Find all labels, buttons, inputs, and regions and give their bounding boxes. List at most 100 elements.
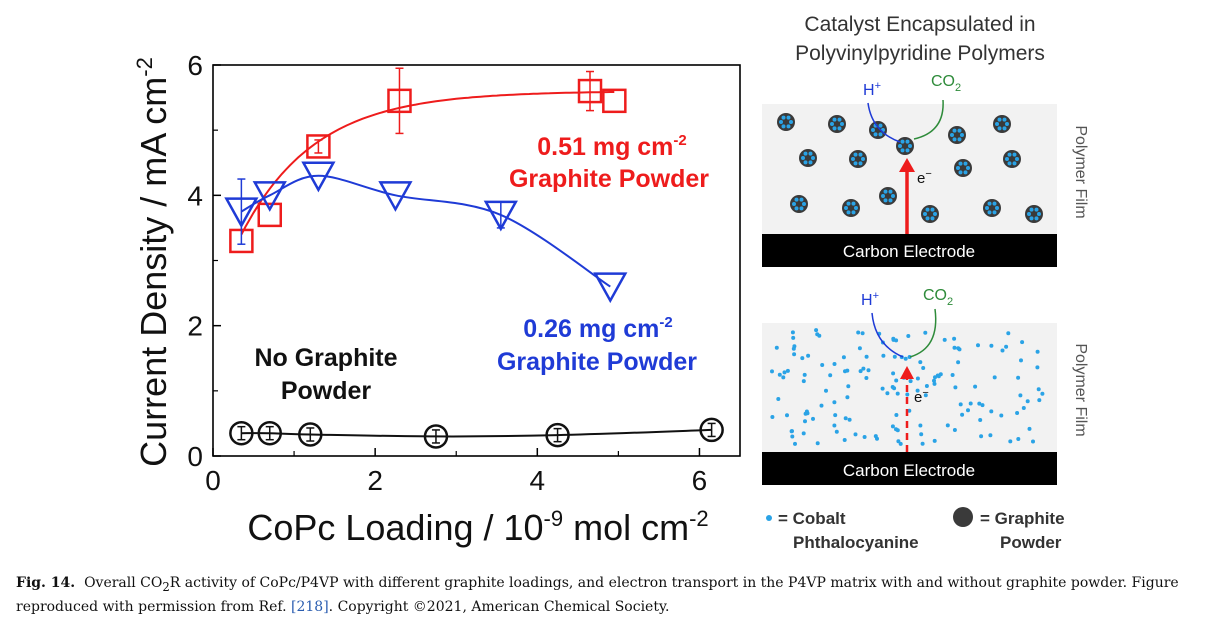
graphite-legend-line1: = Graphite: [980, 509, 1065, 528]
cobalt-dot: [1035, 349, 1040, 354]
current-density-chart: 0 2 4 6 0 2 4 6 Current Density / mA cm-2 CoPc …: [132, 50, 741, 548]
cobalt-dot: [843, 416, 848, 421]
cobalt-dot: [895, 391, 900, 396]
cobalt-dot: [858, 369, 863, 374]
graphite-particle: [983, 199, 1001, 217]
cobalt-dot: [841, 355, 846, 360]
cobalt-dot: [1015, 411, 1020, 415]
top-panel: H+ CO2 e− Carbon Electrode Polymer Film: [762, 73, 1089, 267]
cobalt-dot: [881, 353, 886, 358]
graphite-particle: [1025, 205, 1043, 223]
cobalt-dot: [885, 391, 890, 396]
cobalt-dot: [896, 439, 901, 444]
cobalt-dot: [832, 423, 837, 428]
y-tick-label: 0: [187, 441, 203, 472]
cobalt-dot: [938, 372, 943, 377]
graphite-legend-line2: Powder: [1000, 533, 1062, 552]
cobalt-dot: [864, 376, 869, 380]
bottom-cobalt-dots: [770, 328, 1045, 446]
graphite-particle: [1003, 150, 1021, 168]
cobalt-dot: [856, 330, 861, 335]
cobalt-dot: [814, 328, 819, 333]
cobalt-dot: [1016, 437, 1021, 441]
cobalt-dot: [958, 402, 963, 407]
cobalt-dot: [945, 423, 950, 428]
schematic-legend: = Cobalt Phthalocyanine = Graphite Powde…: [766, 507, 1065, 552]
cobalt-dot: [894, 378, 899, 383]
annotation-blue-line1: 0.26 mg cm-2: [523, 314, 673, 343]
cobalt-legend-line1: = Cobalt: [778, 509, 846, 528]
cobalt-dot: [815, 332, 820, 337]
cobalt-dot: [833, 413, 838, 418]
cobalt-dot: [923, 330, 928, 335]
data-point-series-2: [593, 272, 628, 304]
cobalt-dot: [1019, 358, 1023, 363]
caption-text-b: R activity of CoPc/P4VP with different g…: [16, 575, 1179, 615]
cobalt-dot: [811, 416, 815, 421]
cobalt-dot: [802, 372, 807, 377]
cobalt-dot: [942, 337, 947, 342]
cobalt-dot: [960, 412, 965, 417]
cobalt-dot: [1021, 406, 1026, 410]
cobalt-dot: [953, 385, 958, 390]
axis-ticks: 0 2 4 6 0 2 4 6: [187, 50, 707, 496]
cobalt-dot: [957, 347, 962, 352]
cobalt-dot: [919, 432, 924, 437]
graphite-particle: [790, 195, 808, 213]
cobalt-dot: [770, 369, 774, 374]
data-point-series-2: [301, 161, 336, 193]
top-h-plus-arrow: [867, 102, 901, 143]
cobalt-dot: [932, 378, 936, 383]
cobalt-dot: [952, 428, 957, 432]
cobalt-dot: [832, 400, 837, 405]
cobalt-dot: [800, 356, 805, 361]
cobalt-dot: [968, 401, 973, 406]
cobalt-dot: [860, 331, 865, 336]
cobalt-dot: [907, 355, 912, 359]
cobalt-dot: [777, 372, 782, 377]
cobalt-dot: [915, 376, 920, 381]
cobalt-dot: [989, 343, 994, 348]
cobalt-dot: [834, 429, 839, 434]
cobalt-dot: [1000, 348, 1005, 353]
cobalt-dot: [892, 354, 897, 359]
cobalt-dot: [785, 368, 790, 373]
cobalt-dot: [890, 424, 895, 429]
cobalt-dot: [992, 375, 997, 380]
top-electron-arrowhead: [899, 158, 915, 172]
data-point-series-2: [483, 200, 518, 232]
graphite-particle: [921, 205, 939, 223]
cobalt-dot: [1027, 426, 1032, 431]
cobalt-dot: [966, 408, 970, 413]
cobalt-dot: [1006, 331, 1011, 336]
cobalt-dot: [782, 370, 787, 375]
cobalt-dot: [832, 362, 837, 366]
graphite-particle: [896, 137, 914, 155]
bottom-h-plus-arrow: [871, 312, 904, 358]
data-point-series-3: [423, 424, 449, 449]
cobalt-dot: [847, 417, 852, 422]
bottom-polymer-film: [762, 323, 1057, 453]
schematic-title-line2: Polyvinylpyridine Polymers: [795, 42, 1045, 65]
cobalt-dot: [952, 345, 957, 350]
y-tick-label: 2: [187, 311, 203, 342]
cobalt-dot: [806, 353, 811, 358]
cobalt-dot: [978, 418, 983, 422]
cobalt-dot: [1037, 398, 1042, 403]
fit-line-series-1: [240, 91, 615, 236]
graphite-particle: [828, 115, 846, 133]
figure: 0 2 4 6 0 2 4 6 Current Density / mA cm-2 CoPc …: [132, 13, 1089, 552]
x-axis-label: CoPc Loading / 10-9 mol cm-2: [247, 506, 708, 548]
cobalt-dot: [792, 344, 797, 349]
cobalt-dot: [932, 381, 937, 386]
cobalt-dot: [890, 385, 895, 389]
cobalt-dot: [952, 336, 957, 341]
cobalt-dot: [1018, 393, 1023, 398]
cobalt-dot: [1040, 391, 1045, 396]
caption-reference-link[interactable]: [218]: [291, 598, 329, 615]
data-point-series-2: [378, 181, 413, 212]
cobalt-dot: [880, 386, 885, 391]
cobalt-dot: [988, 433, 993, 438]
cobalt-dot: [846, 384, 851, 389]
graphite-particle: [849, 150, 867, 168]
